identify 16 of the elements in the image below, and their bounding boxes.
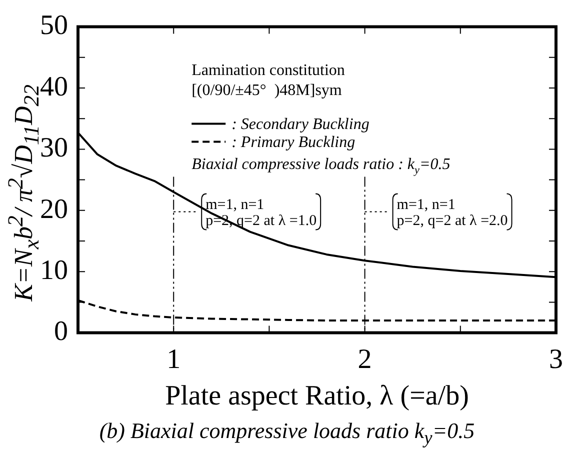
y-tick-label: 50 xyxy=(40,10,68,42)
annotation: Lamination constitution xyxy=(192,62,345,79)
x-tick-label: 3 xyxy=(549,344,563,375)
annotation: [(0/90/±45° )48M]sym xyxy=(192,82,342,99)
ref-line-label: m=1, n=1 p=2, q=2 at λ =1.0 xyxy=(206,196,317,229)
x-tick-label: 2 xyxy=(358,344,372,375)
ref-line-label: m=1, n=1 p=2, q=2 at λ =2.0 xyxy=(396,196,508,229)
y-tick-label: 10 xyxy=(40,254,68,286)
legend-label: : Secondary Buckling xyxy=(232,116,370,133)
text: (b) Biaxial compressive loads ratio k$_{y}$=0.5 xyxy=(98,418,476,448)
y-tick-label: 0 xyxy=(54,316,68,348)
legend-label: : Primary Buckling xyxy=(232,134,356,151)
y-tick-label: 20 xyxy=(40,194,68,225)
y-tick-label: 30 xyxy=(40,132,68,164)
x-tick-label: 1 xyxy=(166,344,181,375)
x-axis-title: Plate aspect Ratio, λ (=a/b) xyxy=(165,380,469,412)
